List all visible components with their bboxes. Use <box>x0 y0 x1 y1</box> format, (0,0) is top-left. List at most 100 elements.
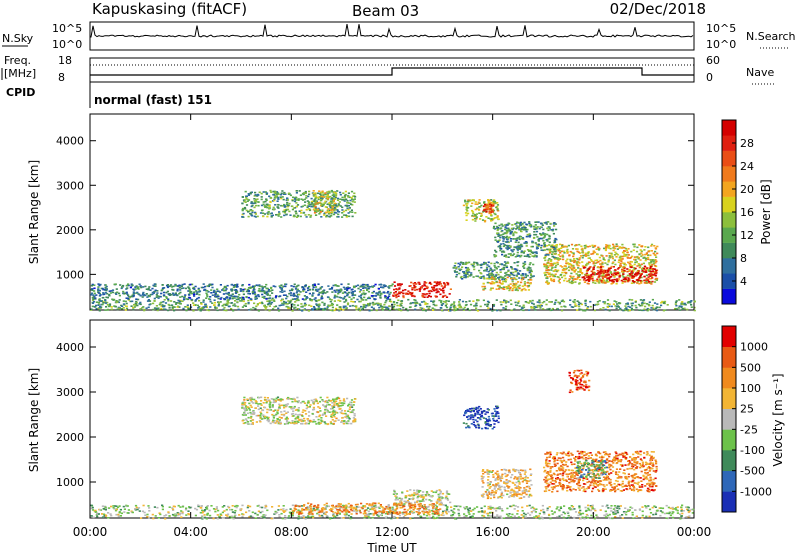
power-cell <box>537 245 540 247</box>
power-cell <box>91 299 95 301</box>
power-cell <box>283 285 286 287</box>
power-cell <box>423 293 426 296</box>
power-cell <box>202 299 205 301</box>
power-cell <box>342 309 345 311</box>
power-cell <box>511 287 515 290</box>
power-cell <box>359 285 362 288</box>
power-cell <box>511 268 514 270</box>
power-cell <box>333 202 337 205</box>
power-cell <box>90 292 94 295</box>
power-cell <box>223 309 226 312</box>
velocity-cell <box>321 399 324 401</box>
power-cell <box>342 306 345 309</box>
power-cell <box>467 268 471 271</box>
power-cell <box>307 214 310 216</box>
velocity-cell <box>438 499 441 501</box>
power-cell <box>366 283 369 286</box>
power-cell <box>613 254 616 256</box>
power-cell <box>260 204 264 207</box>
power-cell <box>230 295 233 297</box>
power-cell <box>328 305 331 307</box>
power-cell <box>518 225 521 227</box>
power-cell <box>317 288 320 291</box>
velocity-cell <box>312 408 316 411</box>
power-cell <box>489 269 492 272</box>
power-cell <box>197 287 200 290</box>
power-cell <box>464 276 467 279</box>
power-cell <box>502 242 505 245</box>
power-cell <box>597 266 600 268</box>
power-cell <box>575 278 578 281</box>
power-cell <box>489 273 492 275</box>
power-cell <box>572 279 575 281</box>
power-cell <box>104 309 107 311</box>
power-cell <box>461 278 464 280</box>
velocity-cell <box>272 419 275 422</box>
power-cell <box>548 251 552 254</box>
power-cell <box>396 302 399 304</box>
power-cell <box>163 294 166 296</box>
power-cell <box>588 277 591 279</box>
power-cell <box>276 206 279 208</box>
power-cell <box>487 217 490 219</box>
velocity-cell <box>303 420 306 422</box>
power-cell <box>241 209 244 212</box>
power-cell <box>592 273 595 276</box>
velocity-cell <box>243 396 246 399</box>
power-cell <box>555 228 558 231</box>
power-cell <box>328 192 331 194</box>
power-cell <box>539 237 542 240</box>
power-cell <box>478 212 481 214</box>
power-cell <box>503 264 506 266</box>
power-cell <box>298 210 301 212</box>
power-cell <box>170 300 173 302</box>
velocity-cell <box>289 422 293 424</box>
power-cell <box>529 262 532 264</box>
power-cell <box>462 204 465 207</box>
nsky-tick-low: 10^0 <box>52 38 82 51</box>
power-cell <box>340 297 343 299</box>
power-cell <box>265 293 268 295</box>
velocity-cell <box>422 497 425 499</box>
power-cell <box>319 286 322 289</box>
power-cell <box>110 306 113 308</box>
power-cell <box>252 306 255 309</box>
power-cell <box>532 303 535 305</box>
power-cell <box>303 308 306 310</box>
power-cell <box>130 283 133 285</box>
power-cell <box>213 304 216 306</box>
power-cell <box>360 305 363 308</box>
power-cell <box>488 211 491 214</box>
power-cell <box>563 274 566 277</box>
power-cell <box>504 307 507 310</box>
power-cell <box>371 302 374 304</box>
power-cell <box>185 298 188 300</box>
power-cell <box>637 303 641 306</box>
power-cell <box>300 305 303 308</box>
power-cell <box>453 306 456 308</box>
power-cell <box>165 297 168 300</box>
power-cell <box>490 214 493 217</box>
power-cell <box>252 292 255 295</box>
power-cell <box>648 280 651 283</box>
power-cell <box>570 243 574 246</box>
power-cell <box>193 295 196 297</box>
power-cell <box>624 305 627 307</box>
velocity-cell <box>261 409 265 412</box>
power-cell <box>303 198 306 201</box>
power-cell <box>604 271 607 274</box>
power-cell <box>513 284 516 287</box>
power-cell <box>599 269 602 271</box>
velocity-cell <box>320 417 323 419</box>
power-cell <box>282 304 285 306</box>
power-cell <box>211 302 214 304</box>
velocity-cell <box>300 418 303 421</box>
power-cell <box>610 305 613 308</box>
power-cell <box>312 200 315 203</box>
power-cell <box>296 285 299 287</box>
power-cell <box>644 282 647 284</box>
power-cell <box>460 306 463 309</box>
power-cell <box>379 303 382 305</box>
power-cell <box>631 255 634 258</box>
power-cell <box>326 203 329 205</box>
